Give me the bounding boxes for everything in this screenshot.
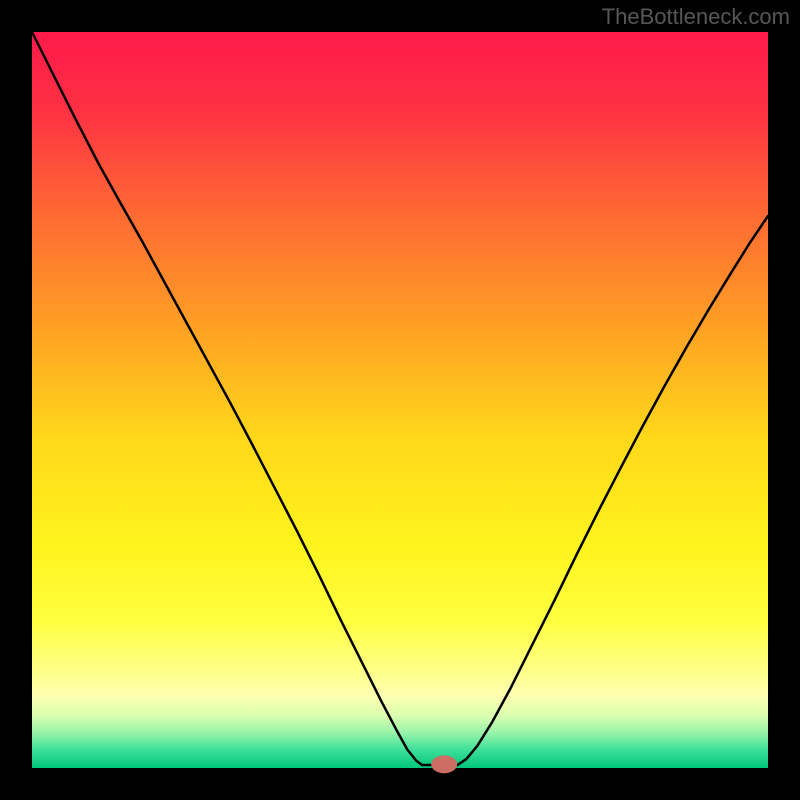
bottleneck-chart	[0, 0, 800, 800]
chart-container: TheBottleneck.com	[0, 0, 800, 800]
watermark-text: TheBottleneck.com	[602, 4, 790, 30]
optimum-marker	[431, 755, 457, 773]
